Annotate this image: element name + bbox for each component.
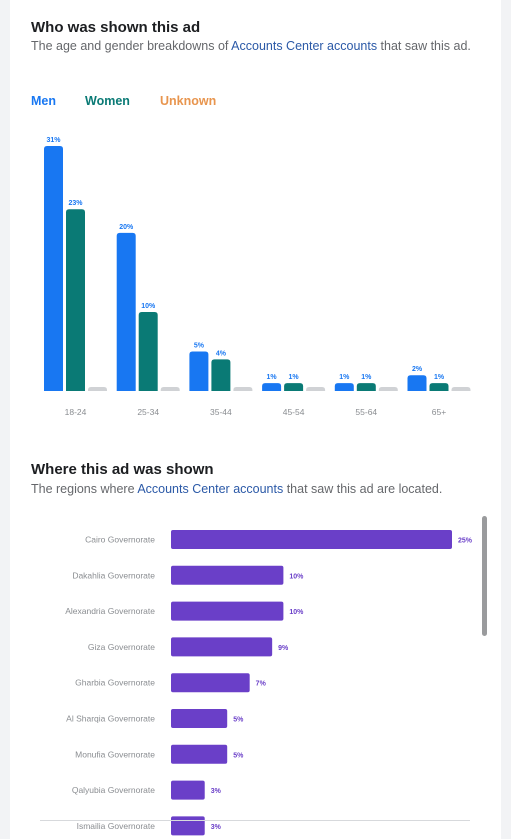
ad-audience-panel: Who was shown this ad The age and gender… bbox=[10, 0, 501, 839]
region-label: Dakahlia Governorate bbox=[72, 570, 155, 580]
region-bar[interactable] bbox=[171, 709, 228, 728]
region-bar[interactable] bbox=[171, 816, 205, 836]
age-bar-men-65+[interactable] bbox=[407, 375, 427, 391]
accounts-center-link[interactable]: Accounts Center accounts bbox=[231, 39, 378, 53]
age-bar-label: 2% bbox=[412, 366, 423, 373]
age-bar-unknown-65+[interactable] bbox=[451, 387, 471, 391]
age-tick-label: 55-64 bbox=[355, 407, 377, 417]
region-bar[interactable] bbox=[171, 673, 250, 693]
region-label: Giza Governorate bbox=[88, 642, 155, 652]
region-label: Cairo Governorate bbox=[85, 535, 155, 545]
legend-unknown[interactable]: Unknown bbox=[160, 94, 217, 108]
age-bar-women-55-64[interactable] bbox=[356, 383, 376, 391]
age-tick-label: 45-54 bbox=[283, 407, 305, 417]
age-bar-unknown-55-64[interactable] bbox=[378, 387, 398, 391]
region-value-label: 5% bbox=[233, 752, 244, 759]
region-label: Ismailia Governorate bbox=[77, 821, 156, 831]
age-tick-label: 25-34 bbox=[137, 407, 159, 417]
age-subtitle-text: The age and gender breakdowns of bbox=[31, 39, 232, 53]
age-bar-label: 23% bbox=[68, 200, 83, 207]
region-value-label: 10% bbox=[289, 609, 304, 616]
age-bar-label: 4% bbox=[216, 350, 227, 357]
age-gender-chart: 31% 23% 18-24 20% 10% 25-34 5% 4% 35-44 1% 1% 45-54… bbox=[44, 137, 471, 417]
age-bar-men-35-44[interactable] bbox=[189, 351, 209, 391]
age-bar-women-18-24[interactable] bbox=[66, 209, 85, 391]
region-bar[interactable] bbox=[171, 565, 284, 585]
age-bar-women-45-54[interactable] bbox=[284, 383, 304, 391]
region-label: Qalyubia Governorate bbox=[72, 785, 155, 795]
region-section-subtitle: The regions where Accounts Center accoun… bbox=[31, 480, 491, 499]
region-bar[interactable] bbox=[171, 601, 284, 621]
region-value-label: 3% bbox=[211, 788, 222, 795]
age-bar-men-45-54[interactable] bbox=[262, 383, 282, 391]
age-tick-label: 35-44 bbox=[210, 407, 232, 417]
region-subtitle-text-end: that saw this ad are located. bbox=[283, 482, 443, 496]
age-bar-women-25-34[interactable] bbox=[138, 311, 158, 391]
region-bar[interactable] bbox=[171, 780, 205, 800]
region-section-title: Where this ad was shown bbox=[31, 461, 214, 478]
region-chart: Cairo Governorate 25% Dakahlia Governorate… bbox=[65, 530, 473, 836]
age-bar-label: 1% bbox=[339, 374, 350, 381]
age-bar-women-65+[interactable] bbox=[429, 383, 449, 391]
age-bar-label: 5% bbox=[194, 342, 205, 349]
region-bar[interactable] bbox=[171, 637, 273, 657]
age-bar-unknown-35-44[interactable] bbox=[233, 387, 253, 391]
age-bar-label: 1% bbox=[434, 374, 445, 381]
region-value-label: 25% bbox=[458, 538, 473, 545]
age-bar-men-25-34[interactable] bbox=[116, 232, 136, 391]
age-bar-unknown-18-24[interactable] bbox=[88, 387, 107, 391]
age-bar-men-18-24[interactable] bbox=[44, 146, 63, 391]
legend-women[interactable]: Women bbox=[85, 94, 130, 108]
age-bar-label: 1% bbox=[361, 374, 372, 381]
age-bar-label: 1% bbox=[289, 374, 300, 381]
region-label: Monufia Governorate bbox=[75, 749, 155, 759]
legend-men[interactable]: Men bbox=[31, 94, 56, 108]
age-bar-unknown-45-54[interactable] bbox=[306, 387, 326, 391]
age-bar-men-55-64[interactable] bbox=[334, 383, 354, 391]
region-value-label: 9% bbox=[278, 645, 289, 652]
region-scrollbar[interactable] bbox=[482, 516, 487, 636]
region-label: Alexandria Governorate bbox=[65, 606, 155, 616]
age-tick-label: 65+ bbox=[432, 407, 446, 417]
age-section-title: Who was shown this ad bbox=[31, 19, 201, 36]
age-subtitle-text-end: that saw this ad. bbox=[377, 39, 471, 53]
age-bar-women-35-44[interactable] bbox=[211, 359, 231, 391]
age-bar-label: 31% bbox=[46, 137, 61, 144]
region-value-label: 5% bbox=[233, 717, 244, 724]
age-bar-label: 20% bbox=[119, 224, 134, 231]
region-value-label: 7% bbox=[256, 681, 267, 688]
age-tick-label: 18-24 bbox=[65, 407, 87, 417]
age-bar-unknown-25-34[interactable] bbox=[160, 387, 180, 391]
age-bar-label: 1% bbox=[267, 374, 278, 381]
region-bar[interactable] bbox=[171, 744, 228, 764]
age-section-subtitle: The age and gender breakdowns of Account… bbox=[31, 37, 471, 56]
region-bar[interactable] bbox=[171, 530, 452, 549]
region-subtitle-text: The regions where bbox=[31, 482, 138, 496]
age-bar-label: 10% bbox=[141, 303, 156, 310]
region-value-label: 10% bbox=[289, 573, 304, 580]
divider bbox=[40, 820, 470, 821]
accounts-center-link-2[interactable]: Accounts Center accounts bbox=[137, 482, 284, 496]
region-label: Al Sharqia Governorate bbox=[66, 714, 155, 724]
region-label: Gharbia Governorate bbox=[75, 678, 155, 688]
region-value-label: 3% bbox=[211, 824, 222, 831]
